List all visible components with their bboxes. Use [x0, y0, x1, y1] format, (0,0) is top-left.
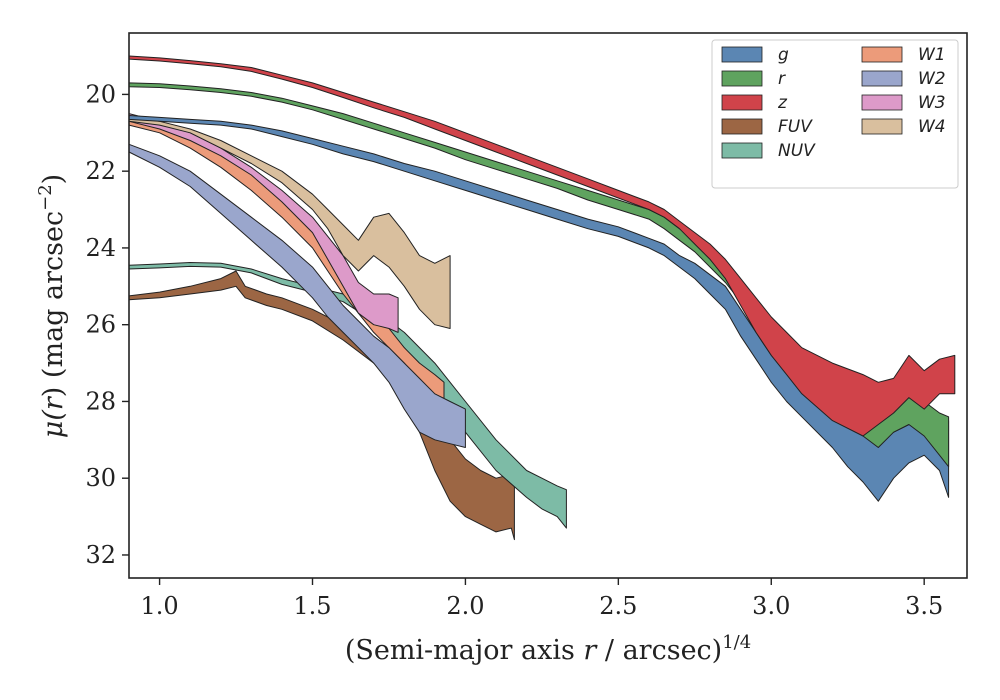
legend-label-w4: W4 — [918, 117, 946, 137]
legend-swatch-w3 — [861, 94, 903, 111]
x-axis-label: (Semi-major axis r / arcsec)1/4 — [345, 632, 751, 666]
legend-label-z: z — [777, 93, 788, 113]
band-w4 — [128, 116, 451, 329]
legend-swatch-w1 — [861, 46, 903, 63]
legend-swatch-w4 — [861, 118, 903, 135]
y-tick-label: 26 — [85, 311, 116, 339]
x-tick-label: 1.5 — [293, 592, 331, 620]
x-tick-label: 2.5 — [599, 592, 637, 620]
legend-swatch-fuv — [721, 118, 763, 135]
legend-label-fuv: FUV — [778, 117, 813, 137]
legend-swatch-nuv — [721, 142, 763, 159]
y-tick-label: 22 — [85, 157, 116, 185]
y-tick-label: 20 — [85, 80, 116, 108]
y-tick-label: 24 — [85, 234, 116, 262]
legend-label-g: g — [778, 45, 789, 65]
legend: grz FUV NUV W1 W2 W3 W4 — [711, 39, 959, 189]
x-tick-label: 3.0 — [752, 592, 790, 620]
legend-label-w2: W2 — [918, 69, 946, 89]
legend-swatch-w2 — [861, 70, 903, 87]
band-fuv — [128, 270, 515, 541]
band-g — [128, 115, 950, 502]
x-tick-label: 1.0 — [140, 592, 178, 620]
y-tick-label: 32 — [85, 541, 116, 569]
band-z — [128, 55, 956, 437]
legend-swatch-r — [721, 70, 763, 87]
y-axis: 20 22 24 26 28 30 32 — [85, 80, 129, 569]
legend-label-w3: W3 — [918, 93, 946, 113]
legend-label-nuv: NUV — [778, 141, 816, 161]
band-w3 — [128, 113, 399, 333]
plot-frame — [128, 32, 968, 579]
legend-label-r: r — [778, 69, 786, 89]
band-w2 — [128, 143, 466, 448]
x-axis: 1.0 1.5 2.0 2.5 3.0 3.5 — [140, 578, 943, 620]
y-tick-label: 28 — [85, 387, 116, 415]
x-tick-label: 2.0 — [446, 592, 484, 620]
x-tick-label: 3.5 — [905, 592, 943, 620]
y-axis-label: μ(r) (mag arcsec−2) — [35, 174, 69, 438]
legend-swatch-g — [721, 46, 763, 63]
legend-swatch-z — [721, 94, 763, 111]
y-tick-label: 30 — [85, 464, 116, 492]
legend-label-w1: W1 — [918, 45, 946, 65]
plot-area — [128, 55, 956, 541]
